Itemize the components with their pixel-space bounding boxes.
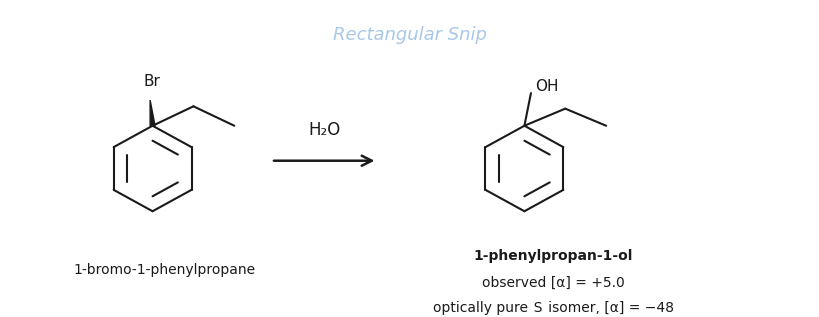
Text: optically pure  S  isomer, [α] = −48: optically pure S isomer, [α] = −48 bbox=[432, 301, 672, 314]
Text: observed [α] = +5.0: observed [α] = +5.0 bbox=[481, 276, 623, 290]
Text: Rectangular Snip: Rectangular Snip bbox=[333, 26, 486, 44]
Text: Br: Br bbox=[143, 74, 160, 89]
Text: OH: OH bbox=[534, 79, 558, 94]
Text: 1-phenylpropan-1-ol: 1-phenylpropan-1-ol bbox=[473, 249, 632, 263]
Text: H₂O: H₂O bbox=[308, 121, 340, 139]
Polygon shape bbox=[150, 100, 155, 126]
Text: 1-bromo-1-phenylpropane: 1-bromo-1-phenylpropane bbox=[74, 262, 256, 276]
